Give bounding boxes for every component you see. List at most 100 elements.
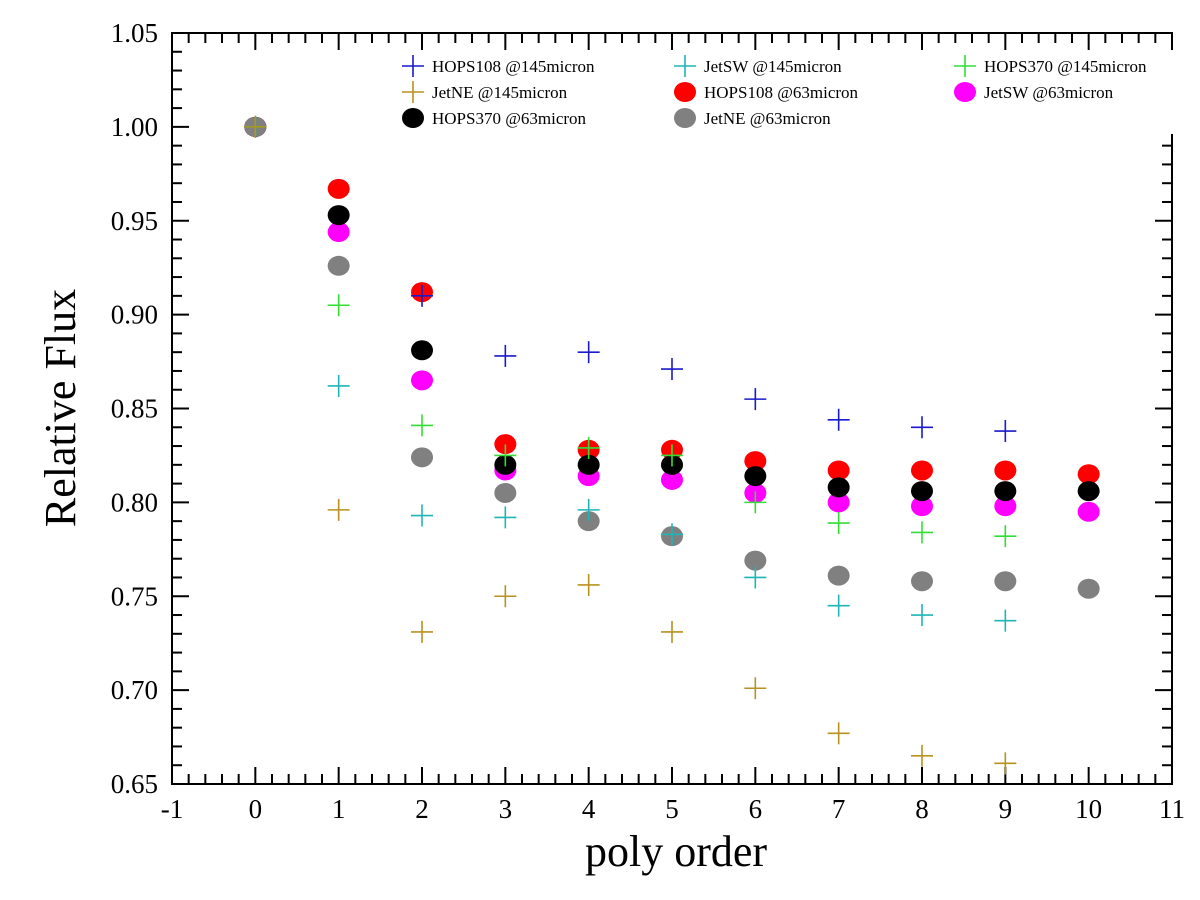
data-point xyxy=(744,566,767,589)
y-tick-label: 1.05 xyxy=(111,18,158,48)
data-point xyxy=(661,620,683,643)
y-tick-label: 0.70 xyxy=(111,675,158,705)
legend-item: HOPS108 @145micron xyxy=(402,55,595,77)
legend-label: HOPS370 @145micron xyxy=(984,57,1147,76)
data-point xyxy=(1077,481,1100,502)
x-tick-label: 8 xyxy=(915,794,929,824)
legend-marker xyxy=(954,55,976,77)
legend-marker xyxy=(674,55,696,77)
data-point xyxy=(327,294,350,317)
data-point xyxy=(1077,501,1100,522)
legend-marker xyxy=(402,55,424,77)
data-point xyxy=(744,466,767,487)
x-tick-label: 3 xyxy=(499,794,513,824)
legend-marker xyxy=(954,82,976,102)
x-tick-label: 1 xyxy=(332,794,346,824)
data-point xyxy=(911,571,933,592)
data-point xyxy=(744,550,767,571)
legend-label: JetSW @145micron xyxy=(704,57,842,76)
data-point xyxy=(994,609,1017,632)
x-tick-label: 2 xyxy=(415,794,429,824)
series-hops370-145micron xyxy=(244,115,1017,548)
data-point xyxy=(1077,464,1100,485)
legend-item: JetSW @63micron xyxy=(954,82,1114,102)
data-point xyxy=(994,460,1017,481)
legend-item: JetSW @145micron xyxy=(674,55,842,77)
legend-background xyxy=(395,50,1175,134)
axis-ticks xyxy=(171,32,1173,785)
data-point xyxy=(494,506,517,529)
y-tick-label: 0.90 xyxy=(111,300,158,330)
series-jetsw-145micron xyxy=(244,115,1017,632)
data-point xyxy=(827,594,850,617)
x-axis-title: poly order xyxy=(585,827,767,876)
data-point xyxy=(744,491,767,514)
data-point xyxy=(911,460,933,481)
series-hops108-145micron xyxy=(244,115,1017,443)
data-point xyxy=(661,444,683,467)
data-point xyxy=(911,744,933,767)
data-point xyxy=(411,284,433,307)
data-point xyxy=(911,604,933,627)
legend-item: HOPS108 @63micron xyxy=(674,82,859,102)
x-tick-label: 11 xyxy=(1159,794,1185,824)
x-tick-label: 6 xyxy=(749,794,763,824)
data-point xyxy=(411,447,433,468)
data-point xyxy=(411,620,433,643)
data-point xyxy=(661,523,683,546)
x-tick-label: 7 xyxy=(832,794,846,824)
data-point xyxy=(744,677,767,700)
data-point xyxy=(827,512,850,535)
data-point xyxy=(577,573,600,596)
data-point xyxy=(411,340,433,361)
data-point xyxy=(911,521,933,544)
data-point xyxy=(577,454,600,475)
legend-marker xyxy=(402,108,424,128)
data-point xyxy=(327,374,350,397)
data-point xyxy=(994,496,1017,517)
data-point xyxy=(494,344,517,367)
y-axis-title: Relative Flux xyxy=(36,289,85,527)
x-tick-label: 0 xyxy=(249,794,263,824)
data-point xyxy=(661,469,683,490)
y-tick-label: 0.85 xyxy=(111,394,158,424)
legend-item: JetNE @145micron xyxy=(402,81,568,103)
data-point xyxy=(577,511,600,532)
legend-label: HOPS108 @63micron xyxy=(704,83,859,102)
data-point xyxy=(411,370,433,391)
data-point xyxy=(827,408,850,431)
data-point xyxy=(911,496,933,517)
data-point xyxy=(911,416,933,439)
y-tick-label: 0.75 xyxy=(111,581,158,611)
data-point xyxy=(494,482,517,503)
legend-item: JetNE @63micron xyxy=(674,108,831,128)
data-point xyxy=(494,585,517,608)
data-point xyxy=(827,477,850,498)
data-points xyxy=(244,115,1100,775)
x-tick-label: 10 xyxy=(1075,794,1102,824)
x-tick-label: 9 xyxy=(999,794,1013,824)
data-point xyxy=(244,115,267,138)
data-point xyxy=(494,434,517,455)
data-point xyxy=(411,414,433,437)
data-point xyxy=(1077,578,1100,599)
data-point xyxy=(994,525,1017,548)
data-point xyxy=(327,498,350,521)
legend-label: JetNE @145micron xyxy=(432,83,568,102)
legend-item: HOPS370 @145micron xyxy=(954,55,1147,77)
data-point xyxy=(911,481,933,502)
y-tick-label: 0.80 xyxy=(111,487,158,517)
legend: HOPS108 @145micron JetSW @145micron HOPS37… xyxy=(402,55,1147,128)
data-point xyxy=(577,341,600,364)
data-point xyxy=(661,358,683,381)
legend-marker xyxy=(674,108,696,128)
data-point xyxy=(411,504,433,527)
data-point xyxy=(327,205,350,226)
data-point xyxy=(744,451,767,472)
tick-labels: -1 0 1 2 3 4 5 6 7 8 9 10 11 0.65 0.70 0.75 0.80 0.85 0.90… xyxy=(111,18,1185,824)
data-point xyxy=(827,565,850,586)
series-jetne-145micron xyxy=(244,115,1017,775)
data-point xyxy=(827,460,850,481)
legend-label: HOPS370 @63micron xyxy=(432,109,587,128)
